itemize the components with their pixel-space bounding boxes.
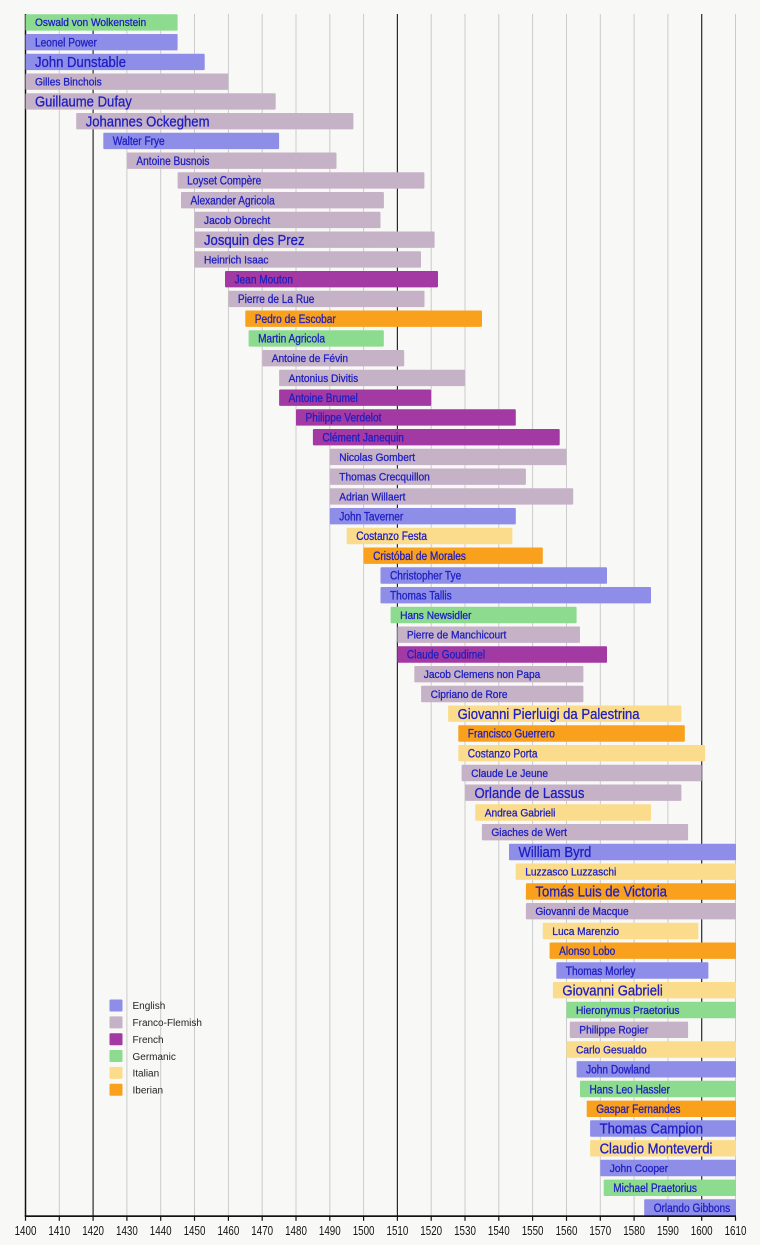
svg-text:Thomas Morley: Thomas Morley	[566, 964, 636, 978]
svg-text:Andrea Gabrieli: Andrea Gabrieli	[485, 807, 556, 819]
svg-text:Heinrich Isaac: Heinrich Isaac	[204, 254, 269, 266]
svg-text:Johannes Ockeghem: Johannes Ockeghem	[86, 114, 210, 130]
svg-text:Francisco Guerrero: Francisco Guerrero	[468, 727, 555, 741]
svg-text:1530: 1530	[454, 1223, 476, 1238]
svg-text:Leonel Power: Leonel Power	[35, 35, 97, 49]
svg-text:Cipriano de Rore: Cipriano de Rore	[431, 689, 508, 701]
svg-text:Antonius Divitis: Antonius Divitis	[289, 373, 359, 385]
svg-text:John Taverner: John Taverner	[339, 510, 403, 524]
svg-text:French: French	[133, 1035, 164, 1046]
svg-text:Loyset Compère: Loyset Compère	[187, 174, 261, 188]
svg-text:Claude Le Jeune: Claude Le Jeune	[471, 768, 548, 780]
svg-text:Martin Agricola: Martin Agricola	[258, 332, 325, 346]
svg-text:Giovanni de Macque: Giovanni de Macque	[535, 906, 628, 918]
svg-text:Nicolas Gombert: Nicolas Gombert	[339, 452, 415, 464]
svg-text:1430: 1430	[116, 1223, 138, 1238]
svg-text:1600: 1600	[691, 1223, 713, 1238]
svg-text:Gaspar Fernandes: Gaspar Fernandes	[596, 1102, 680, 1116]
svg-text:1570: 1570	[589, 1223, 611, 1238]
svg-text:Luzzasco Luzzaschi: Luzzasco Luzzaschi	[525, 867, 616, 879]
svg-text:Jacob Clemens non Papa: Jacob Clemens non Papa	[424, 669, 541, 681]
svg-text:1470: 1470	[251, 1223, 273, 1238]
svg-text:1520: 1520	[420, 1223, 442, 1238]
svg-text:Thomas Tallis: Thomas Tallis	[390, 589, 452, 603]
svg-text:Walter Frye: Walter Frye	[113, 134, 165, 148]
svg-text:Giovanni Pierluigi da Palestri: Giovanni Pierluigi da Palestrina	[458, 707, 641, 723]
svg-text:1580: 1580	[623, 1223, 645, 1238]
svg-text:John Dowland: John Dowland	[586, 1063, 650, 1077]
svg-text:Italian: Italian	[133, 1069, 160, 1080]
svg-text:Tomás Luis de Victoria: Tomás Luis de Victoria	[535, 885, 667, 901]
svg-text:William Byrd: William Byrd	[519, 845, 592, 861]
svg-text:1500: 1500	[353, 1223, 375, 1238]
svg-text:John Cooper: John Cooper	[610, 1163, 669, 1175]
svg-text:Pierre de La Rue: Pierre de La Rue	[238, 292, 315, 306]
svg-text:1460: 1460	[218, 1223, 240, 1238]
svg-text:Philippe Rogier: Philippe Rogier	[579, 1025, 648, 1037]
svg-text:Orlando Gibbons: Orlando Gibbons	[654, 1201, 731, 1215]
svg-text:Orlande de Lassus: Orlande de Lassus	[475, 786, 585, 802]
svg-text:Jean Mouton: Jean Mouton	[235, 272, 294, 286]
svg-text:Antoine Busnois: Antoine Busnois	[136, 154, 209, 168]
svg-text:Christopher Tye: Christopher Tye	[390, 569, 461, 583]
svg-text:Hans Newsidler: Hans Newsidler	[400, 610, 472, 622]
svg-text:1420: 1420	[82, 1223, 104, 1238]
svg-text:Giovanni Gabrieli: Giovanni Gabrieli	[562, 983, 662, 999]
svg-text:Carlo Gesualdo: Carlo Gesualdo	[576, 1044, 647, 1056]
svg-text:1490: 1490	[319, 1223, 341, 1238]
svg-text:Clément Janequin: Clément Janequin	[322, 431, 404, 445]
svg-text:Franco-Flemish: Franco-Flemish	[133, 1018, 202, 1029]
svg-text:1440: 1440	[150, 1223, 172, 1238]
svg-text:1540: 1540	[488, 1223, 510, 1238]
svg-text:Costanzo Festa: Costanzo Festa	[356, 529, 427, 543]
svg-text:John Dunstable: John Dunstable	[35, 55, 126, 71]
svg-text:Antoine de Févin: Antoine de Févin	[272, 353, 348, 365]
svg-text:Hans Leo Hassler: Hans Leo Hassler	[590, 1082, 670, 1096]
svg-text:Gilles Binchois: Gilles Binchois	[35, 77, 102, 89]
svg-text:1480: 1480	[285, 1223, 307, 1238]
svg-text:Oswald von Wolkenstein: Oswald von Wolkenstein	[35, 17, 146, 29]
svg-text:Josquin des Prez: Josquin des Prez	[204, 233, 305, 249]
svg-text:1510: 1510	[387, 1223, 409, 1238]
svg-text:Thomas Campion: Thomas Campion	[600, 1122, 703, 1138]
svg-text:Hieronymus Praetorius: Hieronymus Praetorius	[576, 1005, 680, 1017]
svg-text:Cristóbal de Morales: Cristóbal de Morales	[373, 549, 466, 563]
svg-text:1450: 1450	[184, 1223, 206, 1238]
svg-text:Luca Marenzio: Luca Marenzio	[552, 926, 619, 938]
svg-text:Costanzo Porta: Costanzo Porta	[468, 747, 538, 761]
svg-text:1410: 1410	[48, 1223, 70, 1238]
svg-text:Guillaume Dufay: Guillaume Dufay	[35, 95, 132, 111]
svg-text:Claudio Monteverdi: Claudio Monteverdi	[600, 1141, 713, 1157]
svg-text:1590: 1590	[657, 1223, 679, 1238]
svg-text:Adrian Willaert: Adrian Willaert	[339, 491, 405, 503]
svg-text:1560: 1560	[556, 1223, 578, 1238]
svg-text:1400: 1400	[15, 1223, 37, 1238]
svg-text:Alonso Lobo: Alonso Lobo	[559, 944, 615, 958]
svg-text:Philippe Verdelot: Philippe Verdelot	[306, 411, 382, 425]
svg-text:Antoine Brumel: Antoine Brumel	[289, 391, 358, 405]
svg-text:Germanic: Germanic	[133, 1052, 176, 1063]
svg-text:Giaches de Wert: Giaches de Wert	[491, 827, 567, 839]
svg-text:Alexander Agricola: Alexander Agricola	[191, 193, 275, 207]
svg-text:Thomas Crecquillon: Thomas Crecquillon	[339, 472, 430, 484]
svg-text:English: English	[133, 1001, 166, 1012]
svg-text:Iberian: Iberian	[133, 1086, 164, 1097]
svg-text:1550: 1550	[522, 1223, 544, 1238]
svg-text:1610: 1610	[725, 1223, 747, 1238]
svg-text:Claude Goudimel: Claude Goudimel	[407, 648, 485, 662]
svg-text:Michael Praetorius: Michael Praetorius	[613, 1181, 697, 1195]
svg-text:Pedro de Escobar: Pedro de Escobar	[255, 312, 336, 326]
svg-text:Pierre de Manchicourt: Pierre de Manchicourt	[407, 630, 507, 642]
svg-text:Jacob Obrecht: Jacob Obrecht	[204, 215, 270, 227]
